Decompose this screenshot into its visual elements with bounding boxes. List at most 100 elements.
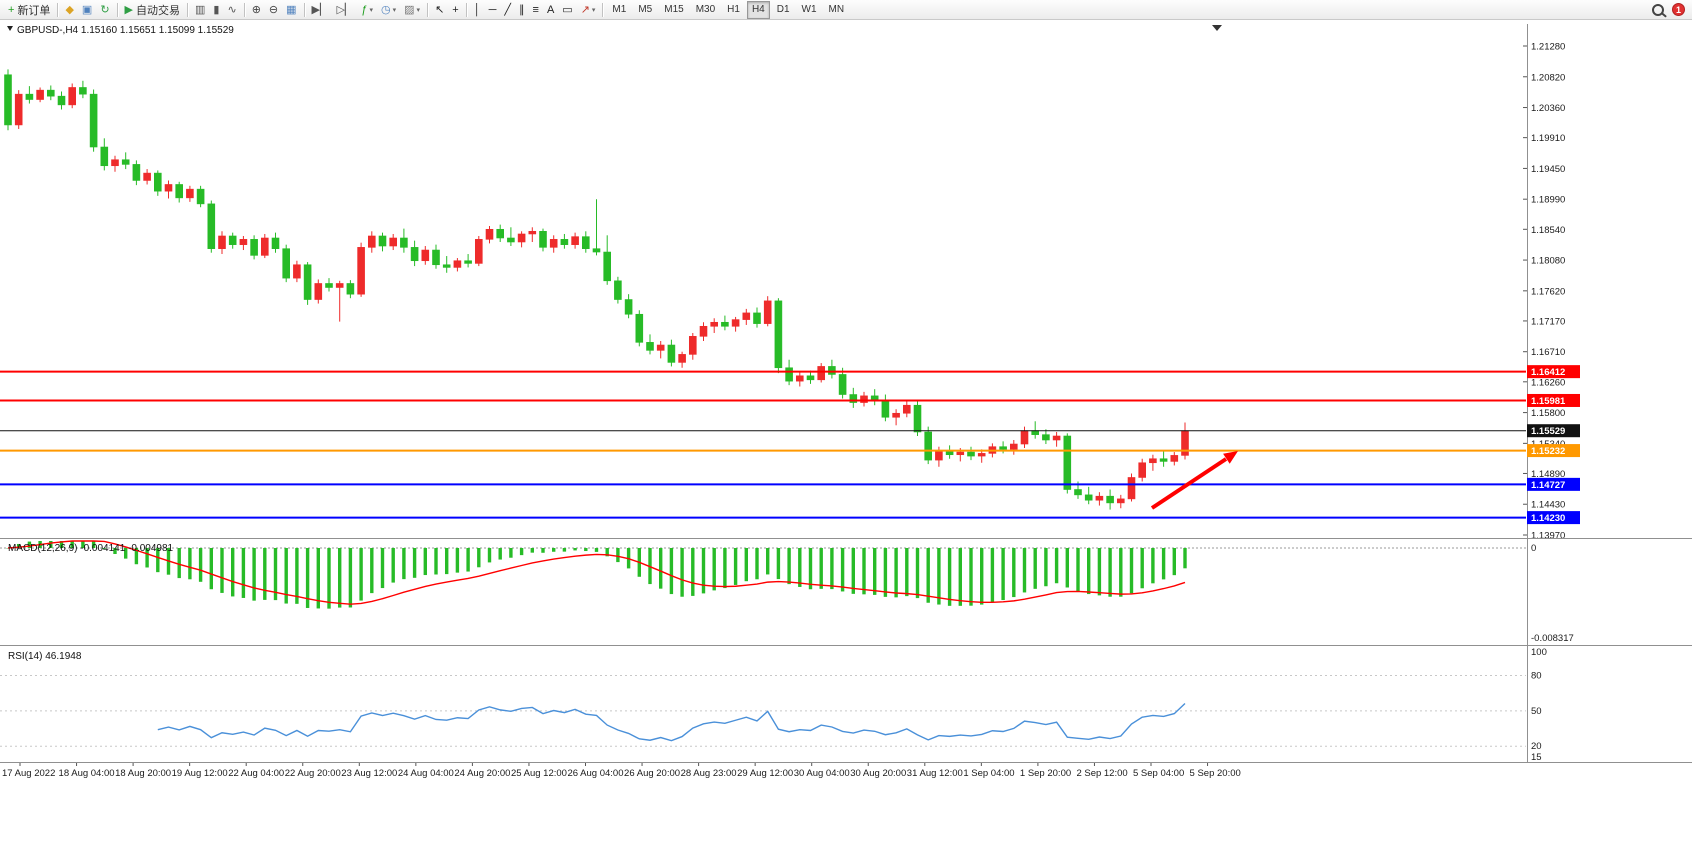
- candle: [46, 89, 55, 97]
- trendline-icon-glyph: ╱: [504, 3, 512, 16]
- periods-icon[interactable]: ◷ ▾: [377, 2, 400, 18]
- chat-icon[interactable]: ▣: [78, 2, 96, 18]
- market-watch-icon[interactable]: ◆: [61, 2, 77, 18]
- candle: [592, 248, 601, 253]
- templates-icon[interactable]: ▨ ▾: [400, 2, 424, 18]
- macd-bar: [263, 548, 267, 600]
- new-order-button[interactable]: + 新订单: [4, 2, 54, 18]
- candle: [731, 319, 740, 327]
- price-scale[interactable]: 1.21280 1.20820 1.20360 1.19910 1.19450 1.189…: [1523, 42, 1565, 542]
- candle: [817, 366, 826, 381]
- candle: [528, 230, 537, 235]
- candle: [485, 228, 494, 240]
- toolbar-separator: [602, 2, 604, 17]
- toolbar-separator: [243, 2, 245, 17]
- macd-bar: [1108, 548, 1112, 597]
- macd-bar: [1054, 548, 1059, 584]
- macd-bar: [412, 548, 417, 578]
- horizontal-line-icon[interactable]: ─: [485, 2, 501, 18]
- macd-bar: [755, 548, 759, 580]
- chart-window: 1.21280 1.20820 1.20360 1.19910 1.19450 1.189…: [0, 20, 1692, 845]
- candle: [453, 260, 462, 268]
- candle: [14, 93, 23, 126]
- timeframe-m5[interactable]: M5: [638, 3, 653, 15]
- line-chart-icon[interactable]: ∿: [223, 2, 240, 18]
- time-scale[interactable]: 17 Aug 2022 18 Aug 04:00 18 Aug 20:00 19 Au…: [2, 763, 1241, 779]
- timeframe-mn[interactable]: MN: [828, 3, 845, 15]
- candle: [1106, 495, 1114, 504]
- macd-bar: [273, 548, 278, 601]
- macd-bar: [6, 548, 10, 549]
- candle: [935, 450, 943, 461]
- fibonacci-icon[interactable]: ≡: [529, 2, 543, 18]
- candle: [111, 159, 119, 167]
- zoom-out-icon[interactable]: ⊖: [265, 2, 282, 18]
- candle: [4, 74, 12, 126]
- macd-bar: [969, 548, 973, 606]
- timeframe-d1[interactable]: D1: [776, 3, 790, 15]
- macd-bar: [701, 548, 706, 594]
- crosshair-icon[interactable]: +: [448, 2, 462, 18]
- trendline-icon[interactable]: ╱: [500, 2, 515, 18]
- candle: [378, 235, 387, 247]
- timeframe-w1[interactable]: W1: [801, 3, 817, 15]
- bar-chart-icon-glyph: ▥: [195, 3, 206, 16]
- timeframe-h1[interactable]: H1: [727, 3, 740, 15]
- macd-bar: [616, 548, 620, 563]
- price-axis-label: 1.17620: [1531, 286, 1565, 297]
- macd-bar: [455, 548, 460, 573]
- macd-bar: [1012, 548, 1016, 598]
- chart-shift-marker-icon[interactable]: [1212, 25, 1222, 31]
- autotrade-button[interactable]: ▶ 自动交易: [121, 2, 184, 18]
- timeframe-m1[interactable]: M1: [612, 3, 627, 15]
- candle: [1084, 494, 1093, 501]
- support-line-1-price-tag: [1527, 444, 1580, 458]
- time-axis-label: 5 Sep 04:00: [1133, 768, 1184, 779]
- macd-bar: [327, 548, 331, 609]
- price-axis-label: 1.19910: [1531, 133, 1565, 144]
- auto-scroll-icon[interactable]: ▶▏: [308, 2, 333, 18]
- tile-windows-icon[interactable]: ▦: [282, 2, 300, 18]
- timeframe-m15[interactable]: M15: [664, 3, 684, 15]
- arrows-icon-caret: ▾: [591, 6, 596, 14]
- candlestick-chart-icon[interactable]: ▮: [209, 2, 223, 18]
- rsi-label: RSI(14) 46.1948: [8, 651, 82, 662]
- price-axis-label: 1.17170: [1531, 316, 1565, 327]
- macd-bar: [70, 541, 74, 548]
- candle: [335, 283, 344, 288]
- toolbar-separator: [465, 2, 467, 17]
- timeframe-toolbar: M1 M5 M15 M30 H1 H4 D1 W1 MN: [606, 0, 850, 19]
- zoom-in-icon[interactable]: ⊕: [248, 2, 265, 18]
- chart-shift-icon[interactable]: ▷▏: [332, 2, 357, 18]
- refresh-icon[interactable]: ↻: [96, 2, 113, 18]
- text-label-icon[interactable]: ▭: [558, 2, 576, 18]
- time-axis-label: 30 Aug 20:00: [850, 768, 906, 779]
- macd-bar: [905, 548, 909, 597]
- notification-badge[interactable]: 1: [1672, 3, 1685, 16]
- indicators-icon[interactable]: ƒ ▾: [357, 2, 377, 18]
- time-axis-label: 24 Aug 04:00: [398, 768, 454, 779]
- macd-bar: [840, 548, 845, 592]
- macd-bar: [102, 548, 106, 549]
- timeframe-m30[interactable]: M30: [695, 3, 716, 15]
- candle: [357, 247, 365, 295]
- candle: [507, 237, 515, 243]
- bar-chart-icon[interactable]: ▥: [191, 2, 209, 18]
- current-price-line-price-tag: [1527, 424, 1580, 438]
- arrows-icon-glyph: ↗: [580, 3, 590, 16]
- trend-arrow[interactable]: [1150, 451, 1238, 510]
- cursor-icon[interactable]: ↖: [431, 2, 448, 18]
- candle: [121, 159, 130, 165]
- timeframe-h4[interactable]: H4: [746, 0, 770, 19]
- search-icon[interactable]: [1652, 3, 1664, 16]
- crosshair-icon-glyph: +: [452, 3, 459, 16]
- rsi-axis-label: 100: [1531, 647, 1547, 658]
- arrows-icon[interactable]: ↗ ▾: [577, 2, 600, 18]
- candle: [560, 239, 569, 245]
- support-line-2-price-label: 1.14727: [1531, 480, 1565, 491]
- vertical-line-icon[interactable]: │: [470, 2, 485, 18]
- text-icon[interactable]: A: [543, 2, 558, 18]
- equidistant-channel-icon[interactable]: ∥: [515, 2, 529, 18]
- periods-icon-glyph: ◷: [381, 3, 391, 16]
- candle: [239, 239, 248, 245]
